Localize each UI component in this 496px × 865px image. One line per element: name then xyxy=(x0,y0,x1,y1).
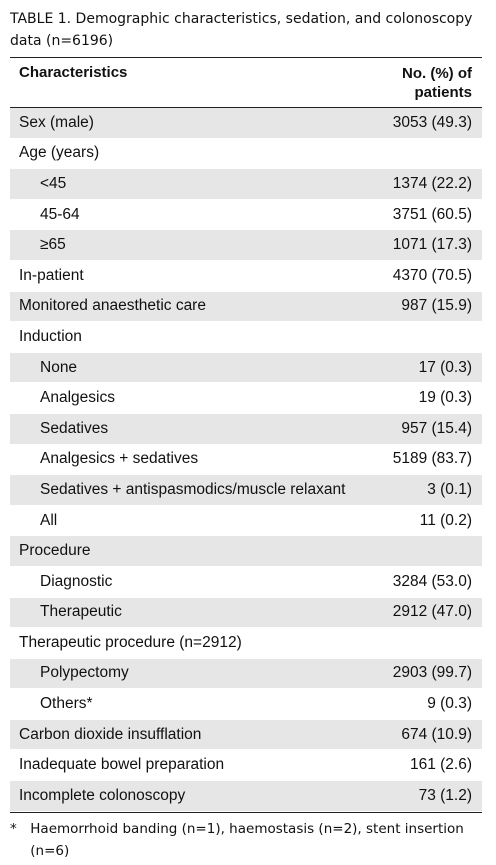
row-value: 1071 (17.3) xyxy=(392,236,472,254)
table-row: Therapeutic procedure (n=2912) xyxy=(10,628,482,659)
table-title: TABLE 1. Demographic characteristics, se… xyxy=(10,11,473,49)
table-row: Analgesics 19 (0.3) xyxy=(10,383,482,414)
row-value: 3053 (49.3) xyxy=(392,113,472,131)
row-value: 2912 (47.0) xyxy=(392,603,472,621)
row-label: None xyxy=(40,358,78,376)
table-row: Induction xyxy=(10,322,482,353)
footnote: * Haemorrhoid banding (n=1), haemostasis… xyxy=(10,818,470,862)
footnote-text: Haemorrhoid banding (n=1), haemostasis (… xyxy=(30,821,464,859)
row-label: Sedatives xyxy=(40,419,109,437)
row-label: Incomplete colonoscopy xyxy=(19,786,186,804)
row-label: <45 xyxy=(40,174,67,192)
row-label: Age (years) xyxy=(19,144,100,162)
row-label: ≥65 xyxy=(40,236,66,254)
row-value: 161 (2.6) xyxy=(409,756,472,774)
row-label: Inadequate bowel preparation xyxy=(19,756,225,774)
table-row: All 11 (0.2) xyxy=(10,506,482,537)
row-value: 957 (15.4) xyxy=(401,419,472,437)
table-row: Incomplete colonoscopy 73 (1.2) xyxy=(10,781,482,812)
table-row: Analgesics + sedatives 5189 (83.7) xyxy=(10,445,482,476)
row-value: 73 (1.2) xyxy=(418,786,472,804)
row-label: All xyxy=(40,511,58,529)
table-row: Others* 9 (0.3) xyxy=(10,689,482,720)
row-value: 17 (0.3) xyxy=(418,358,472,376)
table-row: 45-64 3751 (60.5) xyxy=(10,200,482,231)
table-row: Polypectomy 2903 (99.7) xyxy=(10,658,482,690)
row-value: 3751 (60.5) xyxy=(392,205,472,223)
row-label: Carbon dioxide insufflation xyxy=(19,725,202,743)
row-label: In-patient xyxy=(19,266,84,284)
row-value: 674 (10.9) xyxy=(401,725,472,743)
row-label: Others* xyxy=(40,695,93,713)
header-row: Characteristics No. (%) of patients xyxy=(10,58,482,108)
row-label: Analgesics + sedatives xyxy=(40,450,199,468)
row-label: Sedatives + antispasmodics/muscle relaxa… xyxy=(40,480,346,498)
row-value: 5189 (83.7) xyxy=(392,450,472,468)
row-label: 45-64 xyxy=(40,205,80,223)
row-label: Induction xyxy=(19,327,82,345)
header-cell: No. (%) of patients xyxy=(402,65,472,101)
row-value: 1374 (22.2) xyxy=(392,174,472,192)
table-row: Inadequate bowel preparation 161 (2.6) xyxy=(10,750,482,782)
row-value: 3284 (53.0) xyxy=(392,572,472,590)
table-row: Sedatives 957 (15.4) xyxy=(10,413,482,445)
table-row: Carbon dioxide insufflation 674 (10.9) xyxy=(10,719,482,751)
row-label: Monitored anaesthetic care xyxy=(19,297,206,315)
table-row: ≥65 1071 (17.3) xyxy=(10,230,482,261)
row-label: Therapeutic xyxy=(40,603,122,621)
row-label: Procedure xyxy=(19,542,91,560)
table-row: <45 1374 (22.2) xyxy=(10,169,482,200)
row-value: 11 (0.2) xyxy=(419,511,472,529)
table: Characteristics No. (%) of patients Sex … xyxy=(10,57,482,813)
table-row: Sex (male) 3053 (49.3) xyxy=(10,108,482,139)
row-label: Sex (male) xyxy=(19,113,94,131)
row-label: Therapeutic procedure (n=2912) xyxy=(19,633,242,651)
table-row: None 17 (0.3) xyxy=(10,352,482,384)
table-row: Diagnostic 3284 (53.0) xyxy=(10,567,482,598)
table-row: In-patient 4370 (70.5) xyxy=(10,261,482,292)
row-label: Analgesics xyxy=(40,389,115,407)
row-value: 987 (15.9) xyxy=(401,297,472,315)
table-row: Age (years) xyxy=(10,139,482,170)
table-row: Monitored anaesthetic care 987 (15.9) xyxy=(10,291,482,323)
row-label: Polypectomy xyxy=(40,664,129,682)
row-value: 2903 (99.7) xyxy=(392,664,472,682)
row-value: 4370 (70.5) xyxy=(392,266,472,284)
row-value: 9 (0.3) xyxy=(427,695,472,713)
table-row: Therapeutic 2912 (47.0) xyxy=(10,597,482,629)
header-cell: Characteristics xyxy=(19,64,128,81)
table-row: Procedure xyxy=(10,536,482,567)
footnote-mark: * xyxy=(10,821,17,837)
table-row: Sedatives + antispasmodics/muscle relaxa… xyxy=(10,475,482,506)
row-value: 3 (0.1) xyxy=(427,480,472,498)
row-value: 19 (0.3) xyxy=(418,389,472,407)
row-label: Diagnostic xyxy=(40,572,113,590)
